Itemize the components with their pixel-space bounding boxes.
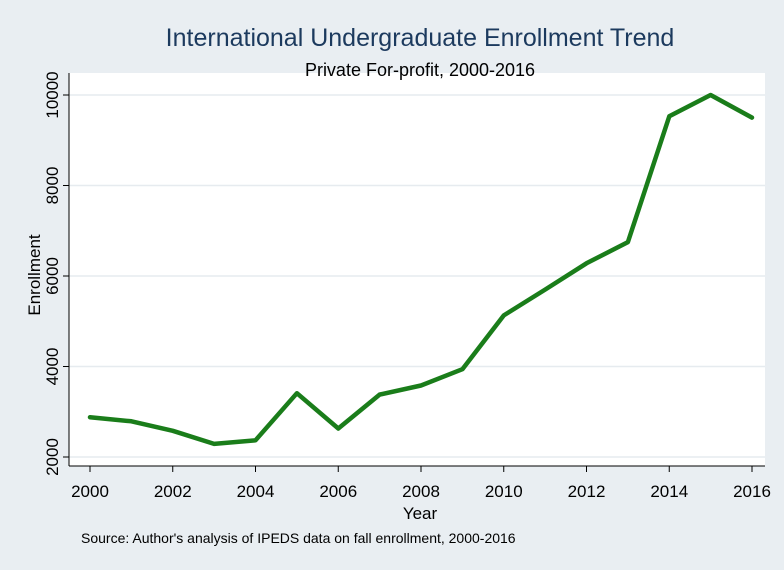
- x-tick-label-3: 2006: [319, 482, 357, 501]
- y-axis-title: Enrollment: [25, 234, 44, 316]
- y-tick-label-2: 6000: [43, 257, 62, 295]
- x-tick-label-5: 2010: [485, 482, 523, 501]
- y-tick-label-0: 2000: [43, 438, 62, 476]
- x-tick-label-0: 2000: [71, 482, 109, 501]
- chart-title: International Undergraduate Enrollment T…: [166, 24, 675, 52]
- x-tick-label-4: 2008: [402, 482, 440, 501]
- series-layer: [87, 92, 755, 447]
- axes: 2000 4000 6000 8000 10000 2000 2002 2004 2006 200…: [43, 71, 771, 501]
- plot-area: [69, 73, 765, 466]
- x-tick-label-2: 2004: [237, 482, 275, 501]
- y-tick-label-1: 4000: [43, 348, 62, 386]
- y-tick-label-3: 8000: [43, 167, 62, 205]
- x-tick-label-1: 2002: [154, 482, 192, 501]
- x-axis-title: Year: [403, 504, 438, 523]
- x-tick-label-7: 2014: [650, 482, 688, 501]
- x-tick-label-6: 2012: [568, 482, 606, 501]
- y-tick-label-4: 10000: [43, 71, 62, 118]
- gridlines: [69, 94, 765, 458]
- x-tick-label-8: 2016: [733, 482, 771, 501]
- source-note: Source: Author's analysis of IPEDS data …: [81, 530, 516, 546]
- chart-subtitle: Private For-profit, 2000-2016: [305, 60, 535, 80]
- series-line-0: [87, 92, 755, 447]
